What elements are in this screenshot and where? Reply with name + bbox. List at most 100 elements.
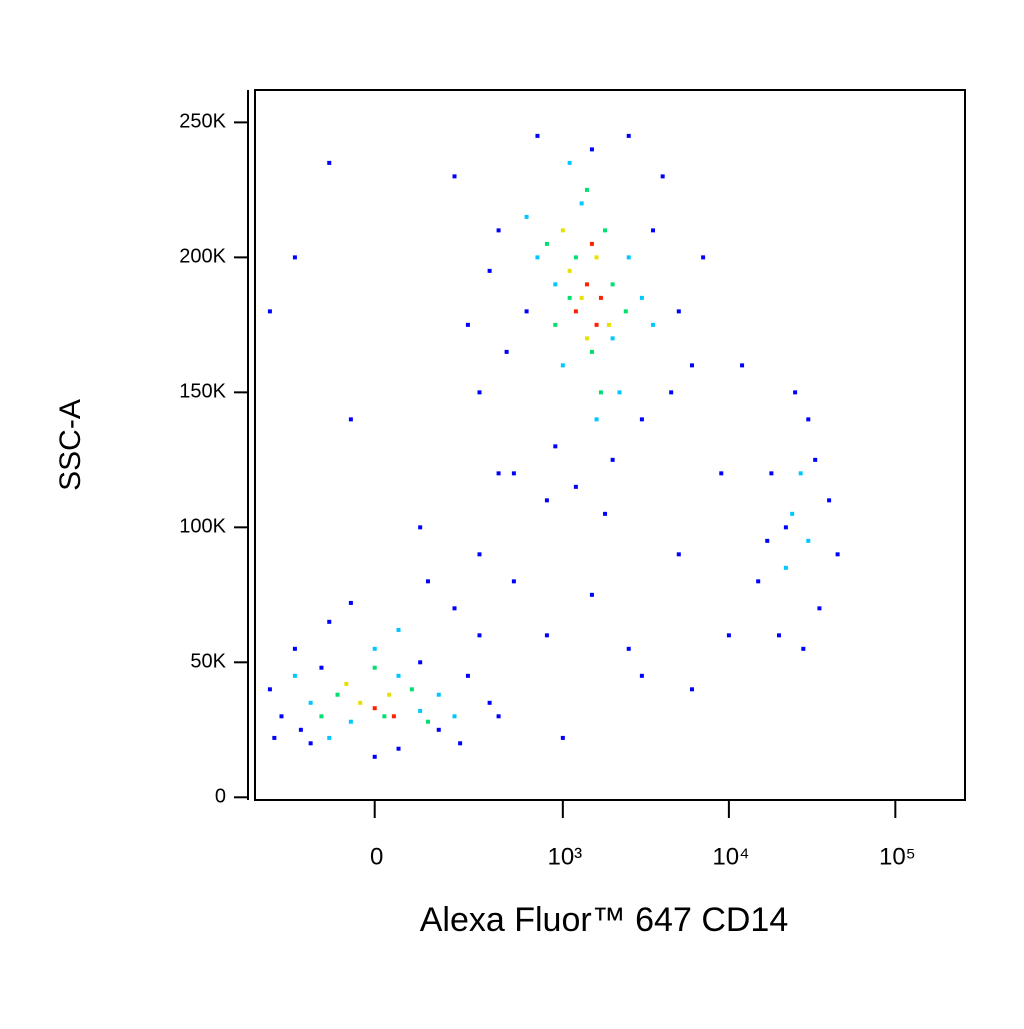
dot xyxy=(579,201,584,206)
dot xyxy=(639,673,644,678)
dot xyxy=(567,295,572,300)
dot xyxy=(801,646,806,651)
dot xyxy=(584,187,589,192)
dot xyxy=(418,660,423,665)
dot xyxy=(458,741,463,746)
dot xyxy=(639,417,644,422)
dot xyxy=(573,255,578,260)
dot xyxy=(651,228,656,233)
dot xyxy=(418,708,423,713)
dot xyxy=(327,619,332,624)
dot xyxy=(372,665,377,670)
dot xyxy=(465,673,470,678)
dot xyxy=(623,309,628,314)
dot xyxy=(348,719,353,724)
dot xyxy=(487,268,492,273)
dot xyxy=(298,727,303,732)
dot xyxy=(372,754,377,759)
dot xyxy=(756,579,761,584)
dot xyxy=(535,255,540,260)
dot xyxy=(594,417,599,422)
dot xyxy=(606,322,611,327)
dot xyxy=(504,349,509,354)
dot xyxy=(589,349,594,354)
dot xyxy=(535,133,540,138)
y-axis-title: SSC-A xyxy=(54,399,87,491)
y-tick-label: 0 xyxy=(215,786,226,808)
dot xyxy=(348,600,353,605)
dot xyxy=(553,322,558,327)
dot xyxy=(358,700,363,705)
dot xyxy=(496,471,501,476)
dot xyxy=(425,719,430,724)
dot xyxy=(418,525,423,530)
dot xyxy=(308,700,313,705)
dot xyxy=(292,646,297,651)
dot xyxy=(584,336,589,341)
x-tick-label: 10⁴ xyxy=(712,843,749,870)
dot xyxy=(382,714,387,719)
dot xyxy=(689,363,694,368)
dot xyxy=(579,295,584,300)
dot xyxy=(589,592,594,597)
x-tick-label: 0 xyxy=(370,843,383,870)
dot xyxy=(425,579,430,584)
dot xyxy=(589,241,594,246)
dot xyxy=(610,282,615,287)
dot xyxy=(477,633,482,638)
dot xyxy=(676,309,681,314)
dot xyxy=(327,160,332,165)
dot xyxy=(769,471,774,476)
y-tick-label: 100K xyxy=(179,516,226,538)
dot xyxy=(553,444,558,449)
dot xyxy=(598,390,603,395)
dot xyxy=(573,309,578,314)
dot xyxy=(396,673,401,678)
dot xyxy=(292,255,297,260)
dot xyxy=(372,646,377,651)
dot xyxy=(798,471,803,476)
dot xyxy=(477,390,482,395)
dot xyxy=(813,457,818,462)
dot xyxy=(617,390,622,395)
dot xyxy=(327,735,332,740)
dot xyxy=(348,417,353,422)
dot xyxy=(267,309,272,314)
y-tick-label: 250K xyxy=(179,111,226,133)
dot xyxy=(817,606,822,611)
dot xyxy=(452,714,457,719)
dot xyxy=(319,714,324,719)
dot xyxy=(626,255,631,260)
dot xyxy=(396,746,401,751)
x-axis-title: Alexa Fluor™ 647 CD14 xyxy=(420,901,789,939)
dot xyxy=(701,255,706,260)
dot xyxy=(603,228,608,233)
dot xyxy=(387,692,392,697)
dot xyxy=(610,457,615,462)
dot xyxy=(610,336,615,341)
plot-frame xyxy=(254,89,966,801)
dot xyxy=(560,363,565,368)
dot xyxy=(496,228,501,233)
dot xyxy=(603,511,608,516)
dot xyxy=(689,687,694,692)
dot xyxy=(719,471,724,476)
dot xyxy=(594,322,599,327)
dot xyxy=(272,735,277,740)
dot xyxy=(396,627,401,632)
dot xyxy=(835,552,840,557)
dot xyxy=(567,160,572,165)
dot xyxy=(793,390,798,395)
dot xyxy=(676,552,681,557)
dot xyxy=(292,673,297,678)
dot xyxy=(598,295,603,300)
dot xyxy=(319,665,324,670)
dot xyxy=(544,241,549,246)
dot xyxy=(639,295,644,300)
dot xyxy=(391,714,396,719)
y-tick-label: 50K xyxy=(190,651,226,673)
dot xyxy=(436,727,441,732)
dot xyxy=(465,322,470,327)
dot xyxy=(372,706,377,711)
